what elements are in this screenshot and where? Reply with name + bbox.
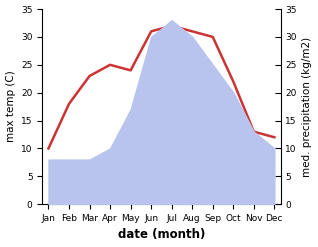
Y-axis label: med. precipitation (kg/m2): med. precipitation (kg/m2) xyxy=(302,37,313,177)
Y-axis label: max temp (C): max temp (C) xyxy=(5,71,16,143)
X-axis label: date (month): date (month) xyxy=(118,228,205,242)
